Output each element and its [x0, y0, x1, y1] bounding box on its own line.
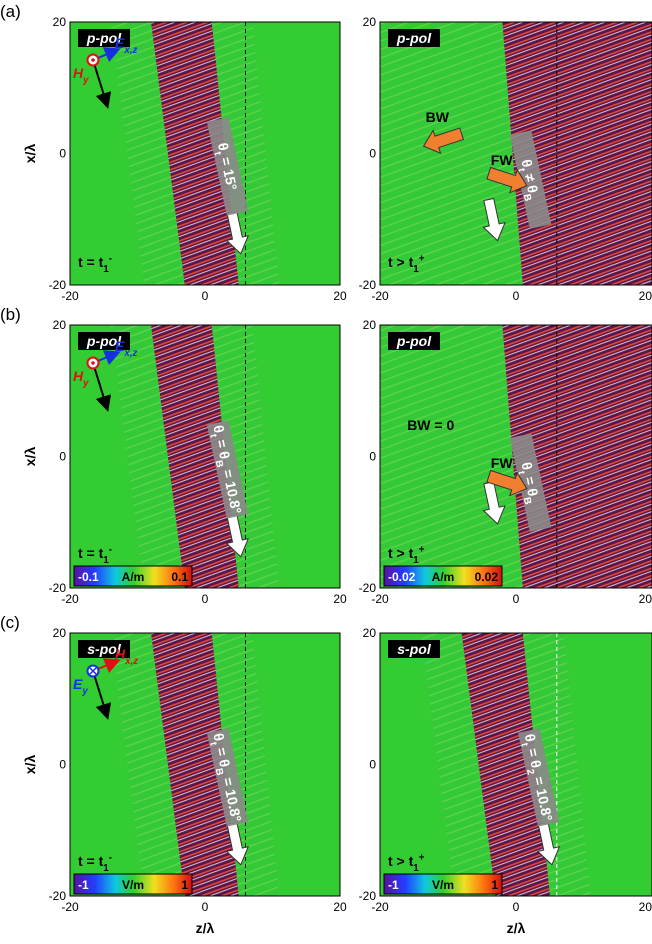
fw-label: FW: [491, 455, 514, 471]
y-tick-label: -20: [359, 278, 377, 292]
bw-label: BW = 0: [407, 417, 454, 433]
text-segment: t = t: [78, 254, 104, 270]
x-tick-label: 20: [639, 289, 652, 303]
pol-label: p-pol: [396, 333, 432, 349]
y-tick-label: -20: [49, 278, 67, 292]
y-axis-label: x/λ: [22, 447, 38, 467]
colorbar-max: 0.02: [475, 570, 499, 584]
x-axis-label: z/λ: [196, 920, 215, 936]
text-segment: t > t: [388, 545, 414, 561]
y-tick-label: 0: [59, 758, 66, 772]
bw-label: BW: [426, 109, 450, 125]
text-segment: 1: [413, 863, 419, 874]
text-segment: 1: [413, 555, 419, 566]
text-segment: y: [81, 686, 88, 697]
panel: -20020200-20p-polt = t1--0.1A/m0.1Ex,zHy…: [49, 318, 347, 606]
text-segment: t = t: [78, 853, 104, 869]
colorbar-unit: V/m: [432, 878, 454, 892]
text-segment: t = t: [78, 545, 104, 561]
colorbar-unit: V/m: [122, 878, 144, 892]
x-tick-label: 0: [202, 289, 209, 303]
field-out: [91, 58, 95, 62]
y-axis-label: x/λ: [22, 755, 38, 775]
y-tick-label: 0: [59, 147, 66, 161]
y-tick-label: 20: [53, 626, 67, 640]
text-segment: x,z: [123, 45, 137, 56]
x-tick-label: 20: [639, 900, 652, 914]
y-tick-label: 20: [53, 15, 67, 29]
x-tick-label: 0: [513, 900, 520, 914]
y-tick-label: -20: [359, 889, 377, 903]
y-tick-label: 0: [59, 450, 66, 464]
colorbar-min: -1: [388, 878, 399, 892]
row-label: (c): [0, 613, 20, 632]
text-segment: x,z: [124, 656, 138, 667]
x-tick-label: 20: [639, 592, 652, 606]
text-segment: -: [109, 253, 112, 264]
y-tick-label: -20: [49, 581, 67, 595]
text-segment: +: [419, 544, 425, 555]
x-tick-label: 20: [333, 289, 347, 303]
y-tick-label: -20: [49, 889, 67, 903]
field-out: [91, 361, 95, 365]
text-segment: 1: [413, 264, 419, 275]
fw-label: FW: [491, 152, 514, 168]
text-segment: 1: [103, 863, 109, 874]
row-label: (a): [0, 2, 21, 21]
x-axis-label: z/λ: [507, 920, 526, 936]
pol-label: p-pol: [396, 30, 432, 46]
x-tick-label: 0: [202, 592, 209, 606]
text-segment: y: [82, 75, 89, 86]
text-segment: +: [419, 253, 425, 264]
panel: -20020200-20p-polt = t1-Ex,zHyθt = 15°: [49, 15, 347, 303]
text-segment: y: [82, 378, 89, 389]
y-tick-label: 0: [369, 450, 376, 464]
colorbar-max: 1: [491, 878, 498, 892]
colorbar-min: -1: [78, 878, 89, 892]
colorbar-max: 0.1: [171, 570, 188, 584]
y-tick-label: 0: [369, 147, 376, 161]
x-tick-label: 0: [202, 900, 209, 914]
y-tick-label: 0: [369, 758, 376, 772]
pol-label: s-pol: [397, 641, 432, 657]
text-segment: 1: [103, 555, 109, 566]
text-segment: +: [419, 852, 425, 863]
x-tick-label: 0: [513, 592, 520, 606]
panel-field: [70, 22, 340, 285]
text-segment: t > t: [388, 254, 414, 270]
y-axis-label: x/λ: [22, 144, 38, 164]
x-tick-label: 0: [513, 289, 520, 303]
y-tick-label: 20: [53, 318, 67, 332]
panel: -20020200-20z/λs-polt = t1--1V/m1Hx,zEyθ…: [49, 626, 347, 936]
text-segment: -: [109, 852, 112, 863]
colorbar-unit: A/m: [432, 570, 455, 584]
colorbar-unit: A/m: [122, 570, 145, 584]
y-tick-label: 20: [363, 318, 377, 332]
colorbar-min: -0.02: [388, 570, 416, 584]
x-tick-label: 20: [333, 592, 347, 606]
y-tick-label: 20: [363, 15, 377, 29]
row-label: (b): [0, 305, 21, 324]
text-segment: t > t: [388, 853, 414, 869]
text-segment: x,z: [123, 348, 137, 359]
figure: (a)x/λ-20020200-20p-polt = t1-Ex,zHyθt =…: [0, 0, 652, 944]
colorbar-min: -0.1: [78, 570, 99, 584]
y-tick-label: -20: [359, 581, 377, 595]
text-segment: 1: [103, 264, 109, 275]
text-segment: -: [109, 544, 112, 555]
colorbar-max: 1: [181, 878, 188, 892]
x-tick-label: 20: [333, 900, 347, 914]
y-tick-label: 20: [363, 626, 377, 640]
